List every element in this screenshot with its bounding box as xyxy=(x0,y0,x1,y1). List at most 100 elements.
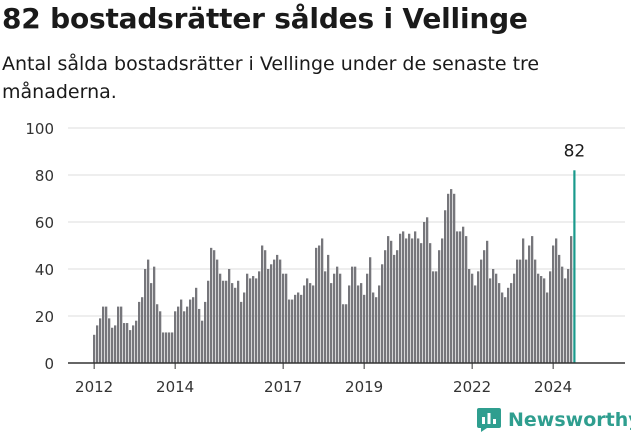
bar xyxy=(432,271,435,363)
bar xyxy=(216,259,219,363)
bar xyxy=(462,226,465,363)
bar xyxy=(453,193,456,363)
bar xyxy=(114,325,117,363)
bar xyxy=(312,285,315,363)
y-tick-label: 60 xyxy=(35,214,54,232)
bar xyxy=(507,287,510,363)
bar xyxy=(546,292,549,363)
bar xyxy=(513,273,516,363)
bar xyxy=(93,334,96,363)
bar xyxy=(201,320,204,363)
x-tick-label: 2022 xyxy=(453,378,491,396)
bar xyxy=(570,236,573,363)
bar xyxy=(174,311,177,363)
bar xyxy=(165,332,168,363)
bar xyxy=(270,264,273,363)
bar xyxy=(399,233,402,363)
bar xyxy=(528,245,531,363)
newsworthy-logo-icon xyxy=(477,408,501,432)
bar xyxy=(186,306,189,363)
bar xyxy=(468,269,471,363)
bar xyxy=(225,280,228,363)
bar xyxy=(483,250,486,363)
bar xyxy=(126,323,129,363)
x-tick-label: 2024 xyxy=(534,378,572,396)
y-tick-label: 100 xyxy=(25,120,54,138)
bar xyxy=(162,332,165,363)
chart-title: 82 bostadsrätter såldes i Vellinge xyxy=(2,2,528,35)
bar xyxy=(120,306,123,363)
bar xyxy=(354,266,357,363)
bar xyxy=(96,325,99,363)
chart-subtitle: Antal sålda bostadsrätter i Vellinge und… xyxy=(2,53,540,103)
bar xyxy=(147,259,150,363)
bar xyxy=(567,269,570,363)
bar xyxy=(135,320,138,363)
bar xyxy=(342,304,345,363)
bar xyxy=(489,278,492,363)
bar xyxy=(291,299,294,363)
bar xyxy=(159,311,162,363)
bar xyxy=(405,238,408,363)
bar xyxy=(474,285,477,363)
bar xyxy=(285,273,288,363)
bar xyxy=(240,301,243,363)
bar xyxy=(549,271,552,363)
x-tick-label: 2019 xyxy=(345,378,383,396)
x-axis-ticks: 2012 2014 2017 2019 2022 2024 xyxy=(75,363,572,396)
bar xyxy=(402,231,405,363)
bar xyxy=(171,332,174,363)
bar xyxy=(132,325,135,363)
bar xyxy=(504,297,507,363)
bar xyxy=(423,222,426,363)
bar xyxy=(204,301,207,363)
y-tick-label: 40 xyxy=(35,261,54,279)
bar xyxy=(501,292,504,363)
bar xyxy=(498,283,501,363)
bar xyxy=(414,231,417,363)
bar xyxy=(471,273,474,363)
bar xyxy=(525,259,528,363)
highlight-bar xyxy=(573,170,576,363)
bar xyxy=(267,269,270,363)
bar xyxy=(378,285,381,363)
bar xyxy=(393,254,396,363)
bar xyxy=(441,238,444,363)
bar xyxy=(273,259,276,363)
bar xyxy=(369,257,372,363)
bar xyxy=(264,250,267,363)
bar xyxy=(294,294,297,363)
bar xyxy=(435,271,438,363)
bar xyxy=(495,273,498,363)
bar xyxy=(306,278,309,363)
bar xyxy=(279,259,282,363)
bar xyxy=(447,193,450,363)
bar xyxy=(153,266,156,363)
bar xyxy=(336,266,339,363)
bar xyxy=(543,278,546,363)
bar xyxy=(300,294,303,363)
bar xyxy=(561,266,564,363)
bar-chart: 0 20 40 60 80 100 2012 2014 2017 2019 2022 2024 82 xyxy=(25,120,625,396)
bar xyxy=(210,247,213,363)
brand-logo: Newsworthy xyxy=(476,407,631,433)
bar xyxy=(327,254,330,363)
y-tick-label: 20 xyxy=(35,308,54,326)
bar xyxy=(345,304,348,363)
bar xyxy=(189,299,192,363)
bar xyxy=(141,297,144,363)
bar xyxy=(381,264,384,363)
bar xyxy=(246,273,249,363)
bar xyxy=(249,278,252,363)
bar xyxy=(243,292,246,363)
x-tick-label: 2014 xyxy=(156,378,194,396)
bar xyxy=(129,330,132,363)
bar xyxy=(261,245,264,363)
bar xyxy=(168,332,171,363)
bar xyxy=(552,245,555,363)
bar xyxy=(234,287,237,363)
bar xyxy=(537,273,540,363)
bar xyxy=(138,301,141,363)
bar xyxy=(198,308,201,363)
bar xyxy=(363,294,366,363)
